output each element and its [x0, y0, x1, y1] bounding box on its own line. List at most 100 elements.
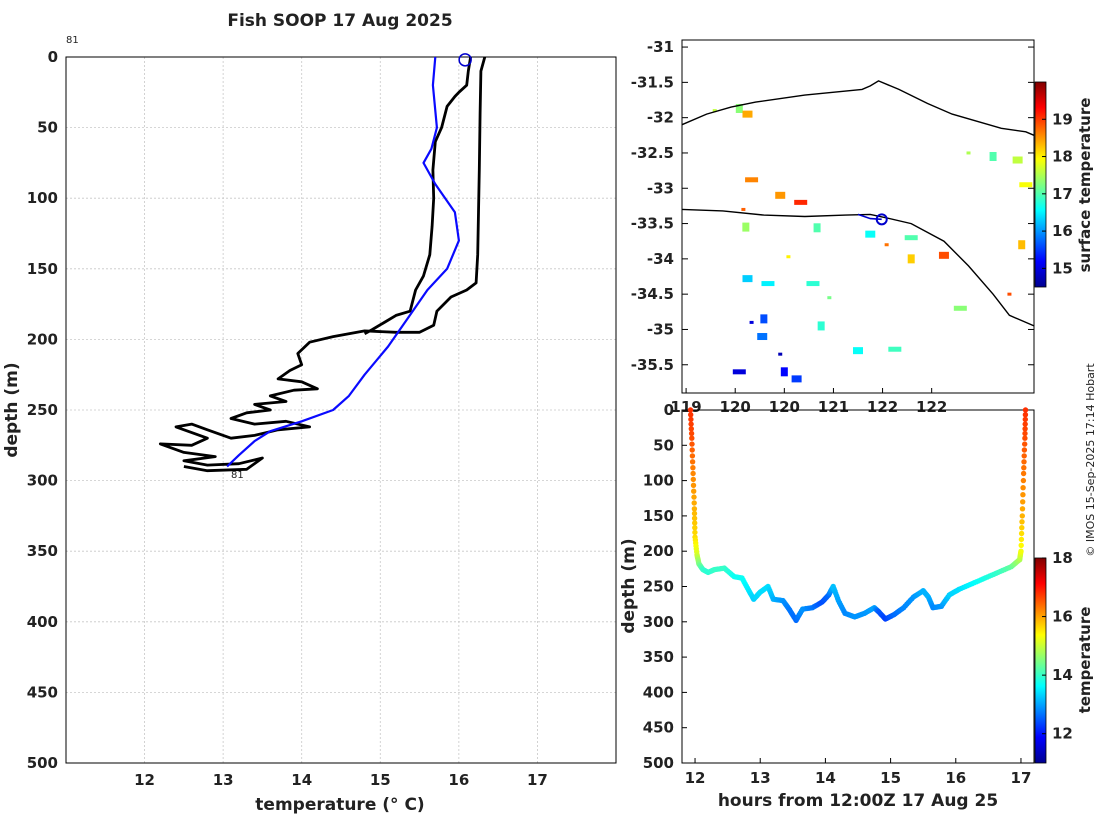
y-tick-label: 250: [27, 401, 58, 419]
depth-time-point: [691, 500, 697, 506]
profile-annotations: 81 81: [66, 35, 244, 481]
depth-time-point: [1021, 453, 1027, 459]
depth-time-x-label: hours from 12:00Z 17 Aug 25: [718, 791, 998, 811]
sst-patch: [806, 281, 820, 287]
depth-time-colorbar-tick-label: 12: [1052, 725, 1073, 743]
y-tick-label: 200: [27, 330, 58, 348]
sst-patch: [884, 243, 889, 247]
profile-start-marker: [458, 53, 472, 67]
depth-time-panel: 12 13 14 15 16 17 0 50 100 150 200 250 300 350 400 450 5…: [619, 401, 1094, 811]
sst-patch: [865, 230, 876, 238]
profile-series-line: [363, 56, 472, 336]
sst-patch: [853, 347, 863, 355]
x-tick-label: 16: [448, 771, 469, 789]
depth-time-point: [1021, 447, 1028, 453]
depth-time-y-tick-label: 100: [643, 472, 674, 490]
depth-time-point: [1022, 407, 1029, 413]
depth-time-point: [1022, 430, 1028, 437]
x-tick-label: 12: [134, 771, 155, 789]
depth-time-y-tick-label: 300: [643, 613, 674, 631]
sst-patch: [735, 103, 743, 113]
depth-time-y-tick-label: 250: [643, 578, 674, 596]
map-y-tick-label: -33: [647, 179, 674, 197]
depth-time-point: [688, 416, 694, 423]
sst-patch: [761, 281, 775, 287]
profile-panel: Fish SOOP 17 Aug 2025 12 13 14 15 16 17 0 50 100…: [2, 11, 617, 815]
depth-time-point: [1018, 548, 1024, 554]
map-colorbar-tick-label: 19: [1052, 110, 1073, 128]
depth-time-point: [692, 520, 698, 526]
depth-time-point: [1020, 485, 1026, 491]
profile-annotation: 81: [231, 470, 244, 481]
sst-patch: [780, 367, 788, 377]
x-tick-label: 15: [370, 771, 391, 789]
profile-grid: [66, 56, 616, 764]
depth-time-point: [1022, 412, 1029, 418]
depth-time-x-tick-label: 13: [750, 769, 771, 787]
sst-patch: [817, 321, 825, 331]
depth-time-point: [1022, 416, 1028, 423]
map-y-tick-label: -32: [647, 109, 674, 127]
sst-patch: [775, 191, 786, 199]
depth-time-point: [1019, 519, 1025, 525]
sst-patch: [794, 199, 808, 205]
coastline: [681, 80, 1035, 136]
profile-series-line: [158, 56, 487, 473]
sst-patches: [712, 103, 1033, 383]
depth-time-colorbar-tick-label: 18: [1052, 549, 1073, 567]
ship-track: [857, 213, 882, 221]
depth-time-y-label: depth (m): [619, 538, 639, 633]
map-y-tick-label: -34: [647, 250, 674, 268]
sst-patch: [742, 222, 750, 232]
map-x-tick-label: 120: [769, 398, 800, 416]
map-colorbar-label: surface temperature: [1076, 98, 1094, 273]
depth-time-point: [689, 453, 696, 459]
profile-series-line: [226, 56, 460, 468]
depth-time-point: [1019, 513, 1025, 519]
y-tick-label: 0: [48, 48, 58, 66]
sst-patch: [760, 314, 768, 324]
sst-patch: [827, 296, 832, 300]
depth-time-y-tick-label: 50: [653, 436, 674, 454]
depth-time-y-tick-label: 150: [643, 507, 674, 525]
sst-patch: [907, 254, 915, 264]
depth-time-point: [691, 494, 697, 500]
sst-patch: [989, 151, 997, 161]
y-tick-label: 500: [27, 754, 58, 772]
sst-patch: [966, 151, 971, 155]
depth-time-point: [1021, 465, 1027, 471]
depth-time-axes-box: [681, 409, 1035, 764]
chart-title: Fish SOOP 17 Aug 2025: [227, 11, 452, 31]
depth-time-point: [1021, 459, 1027, 465]
depth-time-point: [688, 421, 694, 427]
depth-time-point: [1018, 530, 1025, 537]
sst-patch: [938, 251, 949, 259]
sst-patch: [1012, 156, 1023, 164]
sst-patch: [745, 177, 759, 183]
map-y-tick-label: -32.5: [631, 144, 674, 162]
sst-patch: [741, 207, 746, 211]
depth-time-point: [1018, 536, 1025, 543]
sst-patch: [813, 223, 821, 233]
profile-series: [158, 53, 487, 473]
sst-patch: [1019, 182, 1033, 188]
x-tick-label: 17: [527, 771, 548, 789]
profile-axes-box: [65, 56, 617, 764]
profile-y-label: depth (m): [2, 362, 22, 457]
depth-time-point: [689, 459, 696, 465]
depth-time-point: [689, 447, 695, 453]
sst-patch: [786, 255, 791, 259]
depth-time-point: [689, 435, 695, 441]
sst-patch: [742, 275, 753, 283]
depth-time-y-tick-label: 350: [643, 648, 674, 666]
x-tick-label: 13: [213, 771, 234, 789]
profile-annotation: 81: [66, 35, 79, 46]
depth-time-point: [692, 529, 698, 536]
map-ticks: -31 -31.5 -32 -32.5 -33 -33.5 -34 -34.5 -35 -35.5…: [631, 38, 1034, 416]
depth-time-x-tick-label: 15: [880, 769, 901, 787]
depth-time-point: [690, 470, 696, 477]
map-colorbar-tick-label: 18: [1052, 148, 1073, 166]
depth-time-point: [687, 407, 694, 413]
map-colorbar-tick-label: 15: [1052, 259, 1073, 277]
